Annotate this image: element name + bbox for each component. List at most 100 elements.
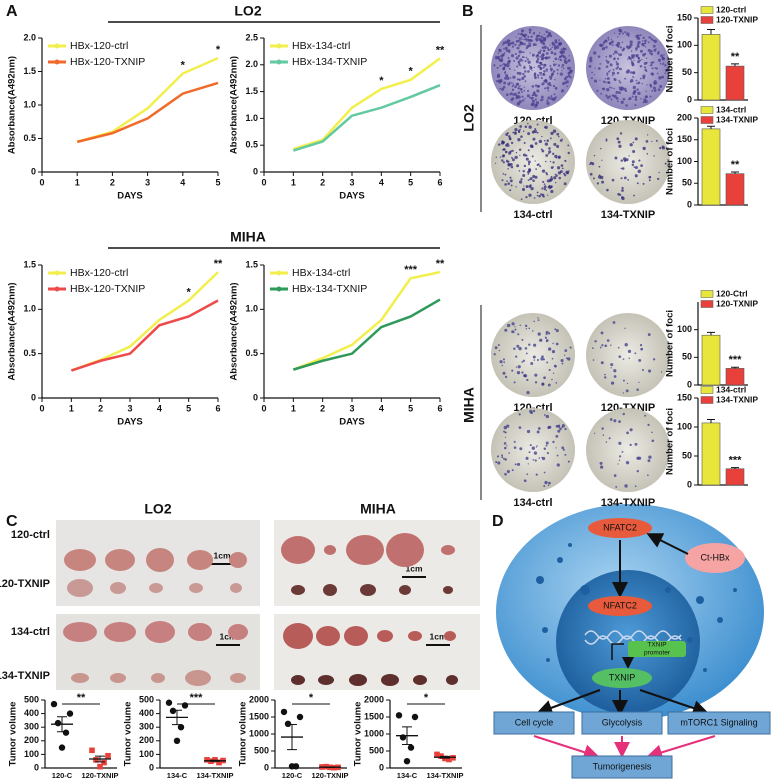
colony	[497, 52, 500, 54]
colony	[618, 441, 622, 445]
colony	[556, 132, 560, 136]
legend-swatch	[700, 106, 714, 114]
colony	[618, 144, 622, 148]
colony	[546, 139, 550, 142]
colony	[554, 96, 557, 99]
colony	[628, 155, 630, 157]
colony	[511, 156, 513, 159]
colony	[588, 64, 592, 68]
colony	[533, 197, 536, 199]
colony	[651, 439, 655, 443]
colony	[552, 440, 555, 444]
colony	[664, 162, 667, 165]
colony	[509, 77, 512, 79]
colony	[501, 64, 503, 66]
colony	[522, 51, 525, 54]
colony	[499, 360, 503, 364]
colony	[628, 56, 630, 58]
colony	[506, 469, 510, 474]
colony	[534, 373, 538, 377]
point	[216, 759, 222, 766]
colony	[606, 60, 610, 64]
colony	[504, 458, 507, 461]
colony	[495, 80, 498, 83]
colony	[568, 170, 570, 172]
colony	[622, 47, 626, 50]
vesicle	[703, 668, 707, 672]
colony	[598, 174, 601, 177]
colony	[616, 66, 619, 69]
colony	[618, 420, 621, 423]
node-label: TXNIP	[609, 672, 636, 682]
tumor	[71, 673, 89, 683]
colony	[527, 170, 530, 174]
colony	[519, 85, 521, 87]
point	[89, 747, 95, 754]
legend-swatch	[276, 286, 282, 292]
legend-label: HBx-120-TXNIP	[70, 283, 145, 295]
y-tick-label: 400	[139, 708, 154, 718]
colony	[635, 49, 637, 51]
colony	[543, 185, 547, 189]
colony	[610, 40, 614, 44]
colony	[515, 366, 517, 368]
colony	[559, 72, 563, 76]
colony	[543, 63, 547, 67]
x-tick-label: 2	[320, 177, 325, 187]
colony	[517, 33, 520, 35]
colony	[652, 358, 656, 361]
point	[169, 707, 177, 715]
y-tick-label: 200	[677, 112, 692, 122]
colony	[550, 51, 554, 55]
colony	[624, 77, 627, 80]
colony	[569, 76, 572, 79]
y-tick-label: 0	[253, 392, 258, 402]
colony	[519, 324, 522, 327]
tumor	[408, 631, 422, 641]
colony	[634, 442, 638, 446]
colony	[630, 57, 633, 59]
colony	[646, 153, 649, 155]
colony	[514, 463, 517, 466]
colony	[541, 149, 545, 153]
colony	[531, 85, 535, 88]
x-tick-label: 2	[320, 403, 325, 413]
colony	[639, 34, 642, 37]
colony	[650, 72, 654, 76]
x-tick-label: 4	[180, 177, 185, 187]
colony	[636, 388, 639, 391]
y-tick-label: 200	[24, 735, 39, 745]
colony	[502, 41, 506, 45]
colony	[624, 31, 627, 34]
colony	[566, 76, 569, 79]
significance: **	[731, 159, 740, 171]
colony	[519, 87, 523, 91]
group-heading: LO2	[144, 501, 171, 517]
colony	[601, 159, 603, 161]
colony	[506, 424, 510, 428]
colony	[505, 74, 509, 78]
node-label: mTORC1 Signaling	[680, 717, 757, 727]
significance: ***	[404, 264, 418, 276]
y-axis-label: Tumor volume	[123, 702, 134, 767]
colony	[511, 41, 515, 45]
colony	[518, 170, 521, 172]
colony	[536, 358, 539, 362]
colony	[619, 455, 622, 458]
colony	[543, 187, 547, 191]
colony	[637, 169, 642, 174]
x-tick-label: 3	[127, 403, 132, 413]
colony	[507, 160, 510, 163]
colony	[539, 99, 543, 102]
colony	[598, 165, 601, 168]
plate	[586, 408, 670, 492]
colony	[590, 77, 593, 80]
colony	[656, 51, 660, 55]
legend-label: 134-ctrl	[716, 384, 746, 394]
colony	[602, 41, 606, 44]
x-tick-label: 6	[215, 403, 220, 413]
colony	[518, 148, 522, 152]
colony	[519, 128, 521, 131]
colony	[520, 135, 523, 138]
colony	[593, 432, 596, 434]
